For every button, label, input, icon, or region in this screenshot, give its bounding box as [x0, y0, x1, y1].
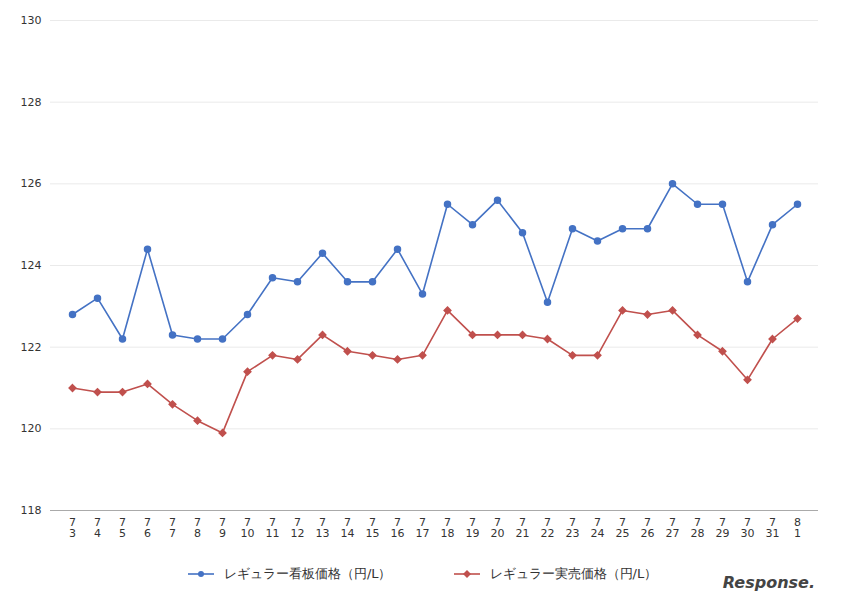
svg-text:720: 720 [491, 516, 505, 540]
svg-text:719: 719 [466, 516, 480, 540]
svg-text:725: 725 [616, 516, 630, 540]
svg-text:75: 75 [119, 516, 126, 540]
svg-text:724: 724 [591, 516, 605, 540]
html-text:レギュラー看板価格（円/L）: レギュラー看板価格（円/L） [223, 566, 392, 581]
svg-text:76: 76 [144, 516, 151, 540]
svg-text:722: 722 [541, 516, 555, 540]
svg-text:711: 711 [266, 516, 280, 540]
svg-text:716: 716 [391, 516, 405, 540]
svg-text:730: 730 [741, 516, 755, 540]
svg-text:712: 712 [291, 516, 305, 540]
svg-text:124: 124 [21, 259, 42, 272]
svg-text:81: 81 [794, 516, 801, 540]
svg-text:727: 727 [666, 516, 680, 540]
svg-text:721: 721 [516, 516, 530, 540]
svg-text:74: 74 [94, 516, 101, 540]
svg-text:728: 728 [691, 516, 705, 540]
svg-text:120: 120 [21, 422, 42, 435]
svg-text:128: 128 [21, 96, 42, 109]
html-text:Response.: Response. [722, 573, 815, 592]
svg-text:126: 126 [21, 177, 42, 190]
svg-text:73: 73 [69, 516, 76, 540]
svg-text:717: 717 [416, 516, 430, 540]
svg-text:731: 731 [766, 516, 780, 540]
svg-text:723: 723 [566, 516, 580, 540]
svg-text:118: 118 [21, 504, 42, 517]
svg-text:78: 78 [194, 516, 201, 540]
svg-text:714: 714 [341, 516, 355, 540]
svg-text:122: 122 [21, 341, 42, 354]
svg-text:729: 729 [716, 516, 730, 540]
html-text:レギュラー実売価格（円/L）: レギュラー実売価格（円/L） [489, 566, 658, 581]
svg-text:77: 77 [169, 516, 176, 540]
svg-text:713: 713 [316, 516, 330, 540]
svg-text:726: 726 [641, 516, 655, 540]
svg-text:130: 130 [21, 14, 42, 27]
svg-text:710: 710 [241, 516, 255, 540]
svg-text:718: 718 [441, 516, 455, 540]
svg-text:715: 715 [366, 516, 380, 540]
svg-text:79: 79 [219, 516, 226, 540]
